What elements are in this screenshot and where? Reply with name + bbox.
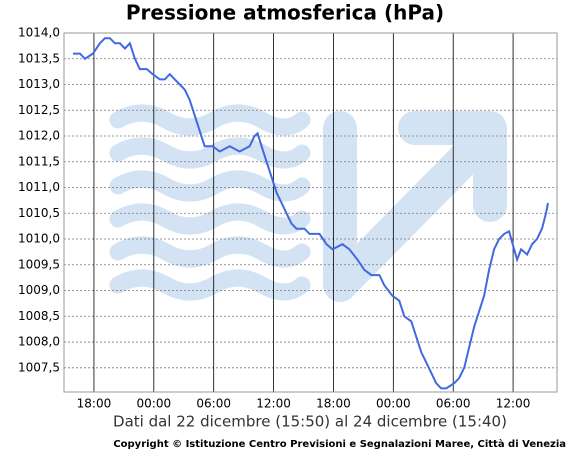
y-tick-label: 1013,5 xyxy=(18,51,60,65)
y-tick-label: 1010,5 xyxy=(18,206,60,220)
y-tick-label: 1008,5 xyxy=(18,309,60,323)
x-tick-label: 00:00 xyxy=(376,397,411,411)
x-tick-label: 12:00 xyxy=(256,397,291,411)
x-tick-label: 00:00 xyxy=(137,397,172,411)
plot-frame xyxy=(63,32,558,393)
x-tick-label: 18:00 xyxy=(316,397,351,411)
chart-title: Pressione atmosferica (hPa) xyxy=(126,1,444,25)
x-axis-label: Dati dal 22 dicembre (15:50) al 24 dicem… xyxy=(113,413,507,431)
wave xyxy=(109,269,311,301)
data-line xyxy=(73,37,549,390)
y-tick-label: 1011,5 xyxy=(18,154,60,168)
y-tick-label: 1012,5 xyxy=(18,103,60,117)
wave xyxy=(109,137,311,169)
y-tick-label: 1010,0 xyxy=(18,232,60,246)
wave xyxy=(109,203,311,235)
y-tick-label: 1009,0 xyxy=(18,283,60,297)
copyright: Copyright © Istituzione Centro Prevision… xyxy=(113,438,566,450)
x-tick-label: 12:00 xyxy=(496,397,531,411)
arrow xyxy=(323,111,507,302)
y-tick-label: 1013,0 xyxy=(18,77,60,91)
wave xyxy=(109,104,311,136)
x-tick-label: 18:00 xyxy=(77,397,112,411)
y-tick-label: 1007,5 xyxy=(18,360,60,374)
y-tick-label: 1009,5 xyxy=(18,257,60,271)
x-tick-label: 06:00 xyxy=(196,397,231,411)
wave xyxy=(109,236,311,268)
y-tick-label: 1012,0 xyxy=(18,129,60,143)
y-tick-label: 1008,0 xyxy=(18,335,60,349)
x-tick-label: 06:00 xyxy=(436,397,471,411)
y-tick-label: 1011,0 xyxy=(18,180,60,194)
y-tick-label: 1014,0 xyxy=(18,26,60,40)
